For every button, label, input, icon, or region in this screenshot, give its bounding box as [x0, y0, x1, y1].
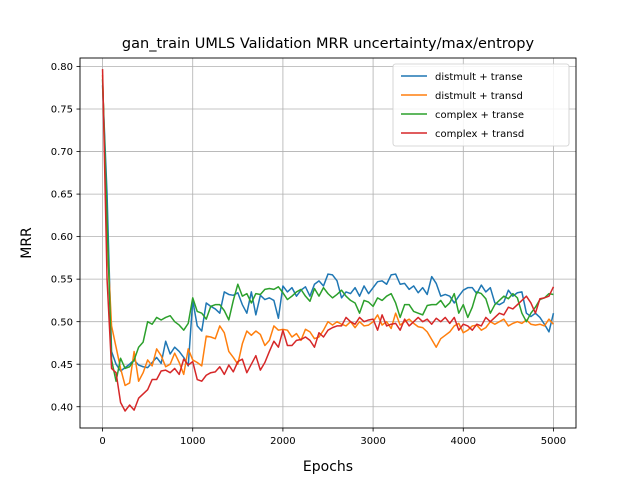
y-tick-label: 0.50 — [51, 317, 73, 328]
x-axis-label: Epochs — [303, 459, 353, 475]
series-line-complex-transd — [101, 69, 555, 412]
legend-label: distmult + transe — [435, 72, 523, 83]
y-tick-label: 0.45 — [51, 360, 73, 371]
legend-box — [392, 63, 570, 147]
y-tick-label: 0.65 — [51, 190, 73, 201]
y-tick-label: 0.75 — [51, 105, 73, 116]
y-tick-label: 0.55 — [51, 275, 73, 286]
series-line-distmult-transd — [101, 74, 555, 387]
x-tick-label: 0 — [99, 436, 105, 447]
x-tick-label: 1000 — [180, 436, 205, 447]
x-tick-label: 3000 — [360, 436, 385, 447]
series-line-complex-transe — [101, 79, 554, 382]
legend-label: distmult + transd — [435, 91, 523, 102]
x-tick-label: 5000 — [541, 436, 566, 447]
y-tick-label: 0.80 — [51, 62, 73, 73]
y-axis-label: MRR — [19, 227, 35, 259]
grid — [80, 58, 576, 428]
legend: distmult + transe distmult + transd comple… — [392, 63, 570, 147]
legend-label: complex + transd — [435, 129, 524, 140]
y-tick-label: 0.70 — [51, 147, 73, 158]
x-tick-label: 2000 — [270, 436, 295, 447]
chart-title: gan_train UMLS Validation MRR uncertaint… — [122, 36, 535, 52]
series-group — [101, 69, 555, 412]
y-tick-label: 0.60 — [51, 232, 73, 243]
y-axis-ticks: 0.40 0.45 0.50 0.55 0.60 0.65 0.70 0.75 0.80 — [51, 62, 80, 413]
plot-frame — [79, 57, 577, 429]
legend-label: complex + transe — [435, 110, 524, 121]
x-tick-label: 4000 — [451, 436, 476, 447]
series-line-distmult-transe — [101, 85, 555, 372]
x-axis-ticks: 0 1000 2000 3000 4000 5000 — [99, 428, 566, 447]
y-tick-label: 0.40 — [51, 402, 73, 413]
